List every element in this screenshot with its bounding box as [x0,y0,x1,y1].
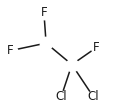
Text: Cl: Cl [55,90,67,103]
Text: F: F [7,44,14,57]
Text: Cl: Cl [88,90,99,103]
Text: F: F [41,6,47,19]
Text: F: F [93,41,100,54]
